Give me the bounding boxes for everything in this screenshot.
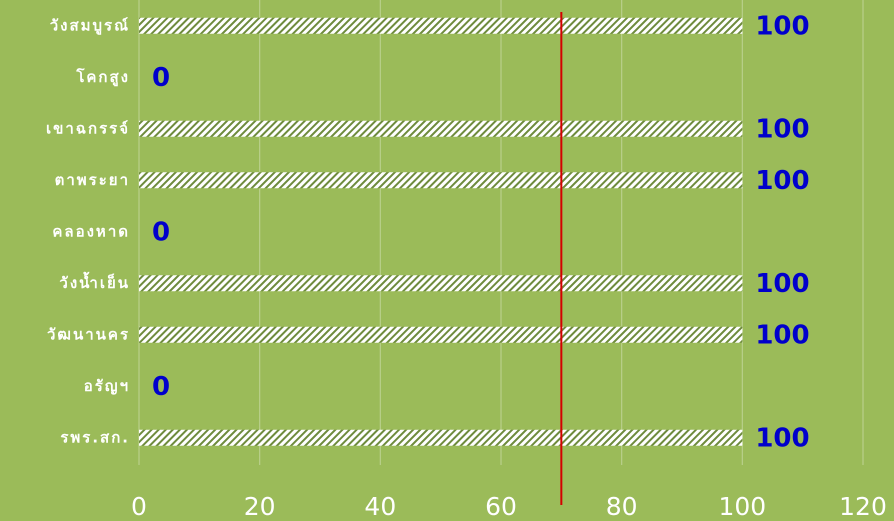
x-tick-labels: 0 20 40 60 80 100 120 xyxy=(131,492,887,521)
x-tick-label: 80 xyxy=(606,492,638,521)
category-label: อรัญฯ xyxy=(84,377,130,395)
bar xyxy=(139,17,743,34)
data-label: 100 xyxy=(755,269,809,299)
data-label: 100 xyxy=(755,114,809,144)
data-label: 100 xyxy=(755,320,809,350)
category-label: คลองหาด xyxy=(52,222,130,240)
category-label: รพร.สก. xyxy=(60,428,130,446)
category-labels: วังสมบูรณ์โคกสูงเขาฉกรรจ์ตาพระยาคลองหาดว… xyxy=(46,16,130,446)
bar xyxy=(139,275,743,292)
data-label: 0 xyxy=(152,217,170,247)
category-label: วังน้ำเย็น xyxy=(59,271,130,292)
x-tick-label: 120 xyxy=(839,492,887,521)
gridlines xyxy=(138,0,864,465)
category-label: วัฒนานคร xyxy=(47,325,130,343)
x-tick-label: 60 xyxy=(485,492,517,521)
data-label: 0 xyxy=(152,372,170,402)
x-tick-label: 0 xyxy=(131,492,147,521)
category-label: วังสมบูรณ์ xyxy=(50,16,130,35)
category-label: เขาฉกรรจ์ xyxy=(46,119,130,137)
bars xyxy=(139,17,743,446)
bar xyxy=(139,429,743,446)
category-label: โคกสูง xyxy=(75,67,130,87)
bar xyxy=(139,326,743,343)
data-label: 100 xyxy=(755,166,809,196)
bar xyxy=(139,120,743,137)
x-tick-label: 40 xyxy=(364,492,396,521)
bar xyxy=(139,172,743,189)
x-tick-label: 20 xyxy=(244,492,276,521)
data-labels: 100 0 100 100 0 100 100 0 100 xyxy=(152,11,810,453)
x-tick-label: 100 xyxy=(718,492,766,521)
data-label: 100 xyxy=(755,423,809,453)
data-label: 100 xyxy=(755,11,809,41)
data-label: 0 xyxy=(152,63,170,93)
category-label: ตาพระยา xyxy=(55,171,130,189)
